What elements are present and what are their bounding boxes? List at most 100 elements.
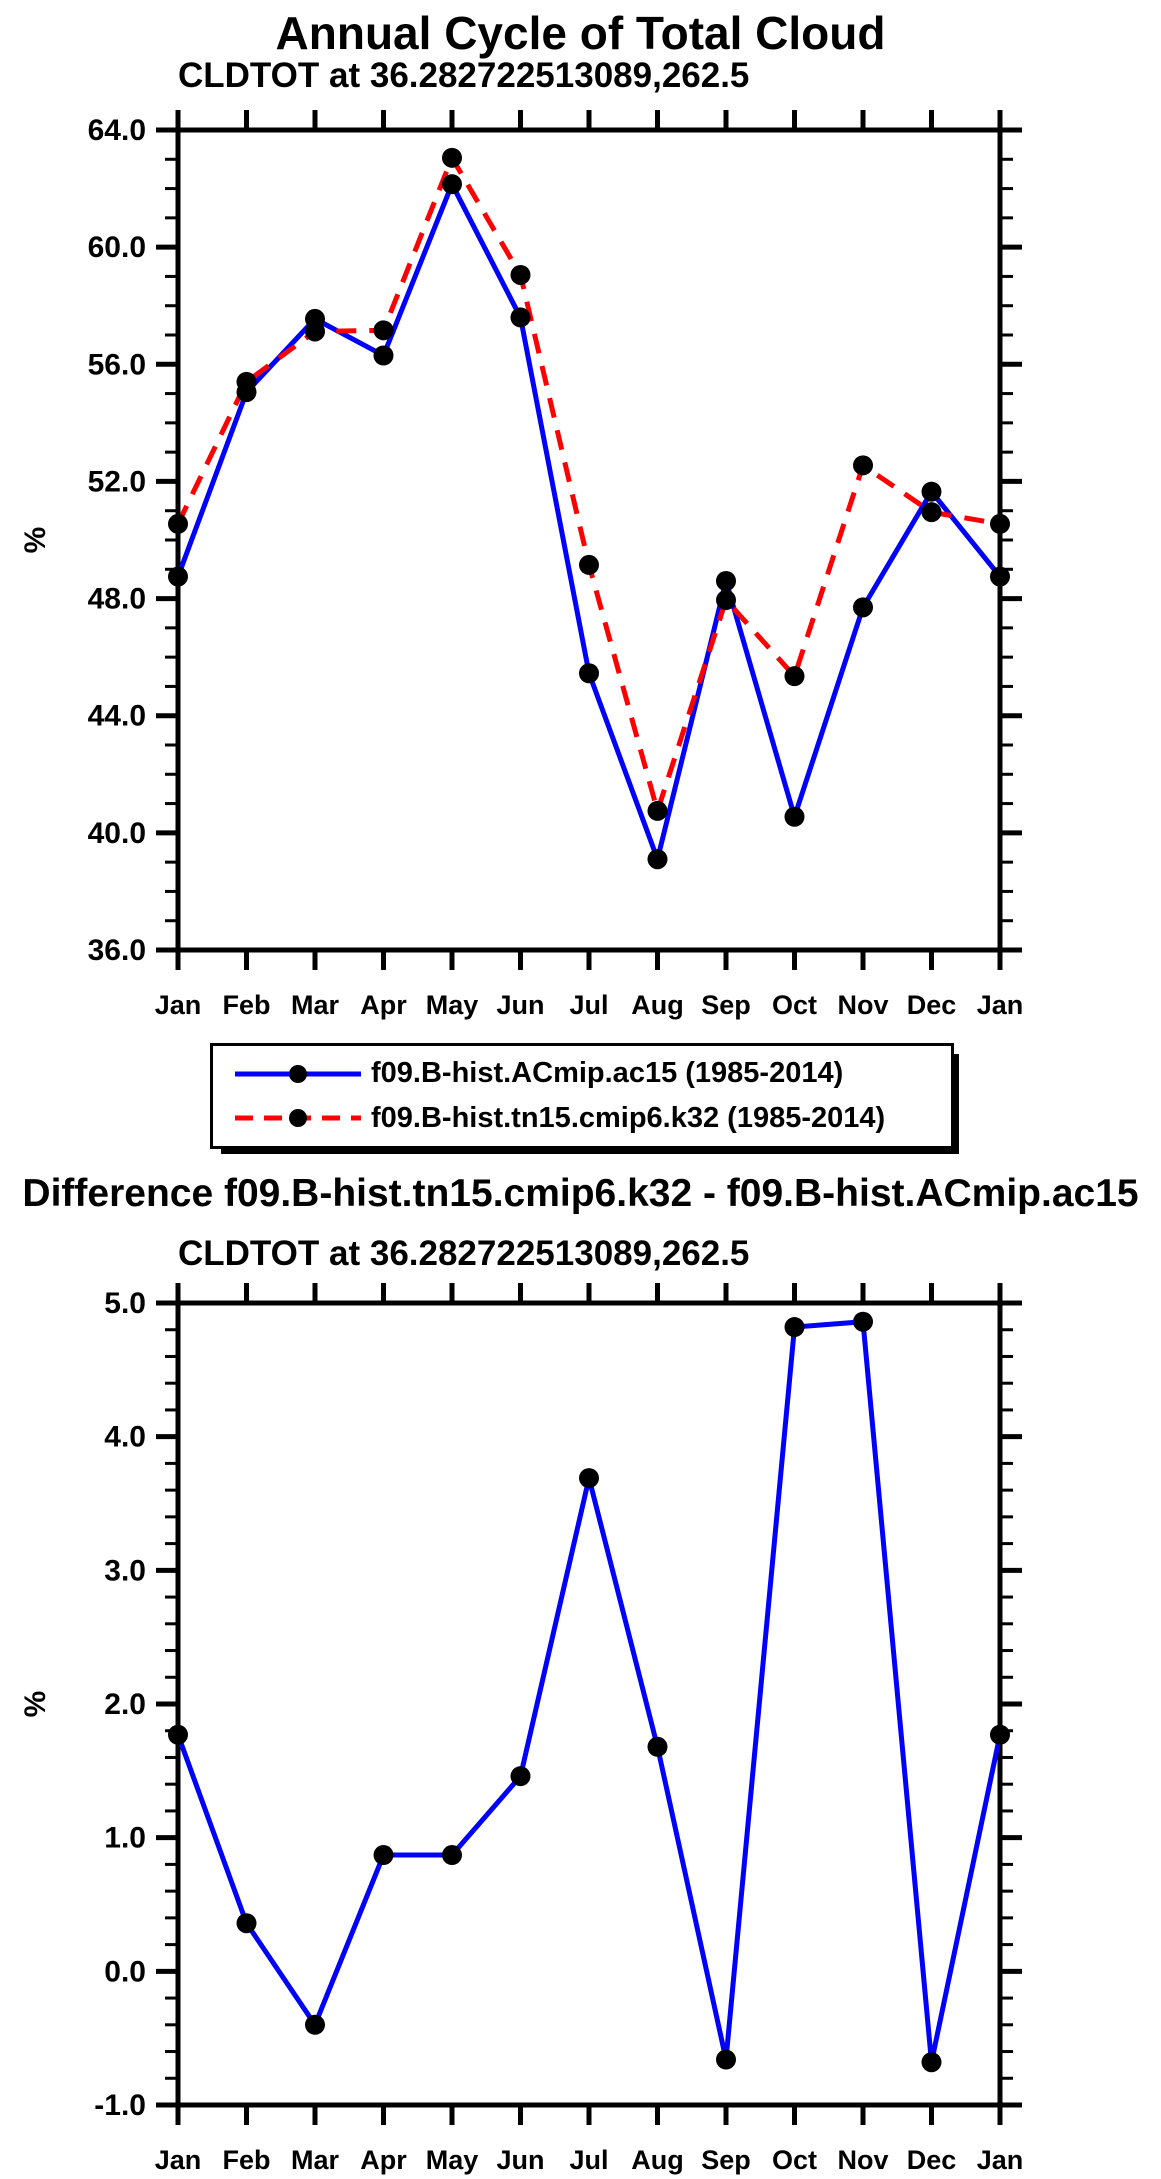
- data-point: [579, 554, 599, 575]
- series-line-f09-b-hist-tn15-cmip6-k32-1985-2014-: [175, 152, 1001, 820]
- data-point: [716, 571, 736, 591]
- month-label: Jun: [496, 2145, 544, 2175]
- month-label: Feb: [222, 2145, 270, 2175]
- data-point: [442, 147, 462, 168]
- y-tick-label: 3.0: [104, 1554, 146, 1587]
- month-label: Oct: [772, 990, 817, 1020]
- month-label: May: [426, 2145, 479, 2175]
- legend-label: f09.B-hist.tn15.cmip6.k32 (1985-2014): [371, 1101, 886, 1134]
- month-label: Dec: [907, 990, 957, 1020]
- month-label: Jan: [155, 990, 202, 1020]
- data-point: [921, 502, 942, 523]
- data-point: [168, 513, 188, 534]
- y-axis-title-percent: %: [19, 1691, 52, 1718]
- y-tick-label: 44.0: [88, 700, 146, 733]
- data-point: [442, 1845, 462, 1866]
- data-point: [853, 455, 873, 476]
- data-point: [990, 1724, 1010, 1745]
- month-label: Jan: [977, 990, 1024, 1020]
- month-label: Jul: [569, 2145, 608, 2175]
- y-tick-label: 52.0: [88, 465, 146, 498]
- data-point: [853, 597, 873, 618]
- month-label: Sep: [701, 2145, 751, 2175]
- legend-entry-cmip6: f09.B-hist.tn15.cmip6.k32 (1985-2014): [233, 1102, 951, 1135]
- chart-difference: Jan Feb Mar Apr May Jun Jul Aug Sep Oct Nov Dec Jan-…: [19, 1283, 1023, 2175]
- data-point: [990, 513, 1010, 534]
- y-tick-label: 48.0: [88, 583, 146, 616]
- month-label: Aug: [631, 990, 683, 1020]
- legend-line-sample-solid: [235, 1064, 361, 1083]
- month-label: Jun: [496, 990, 544, 1020]
- month-label: Jan: [155, 2145, 202, 2175]
- data-point: [784, 666, 805, 687]
- data-point: [373, 345, 394, 366]
- data-point: [510, 264, 531, 285]
- month-label: Sep: [701, 990, 751, 1020]
- month-label: Mar: [291, 2145, 340, 2175]
- month-label: Jul: [569, 990, 608, 1020]
- data-point: [921, 481, 942, 502]
- top-chart-subtitle: CLDTOT at 36.282722513089,262.5: [178, 56, 750, 95]
- y-tick-label: 4.0: [104, 1421, 146, 1454]
- y-axis-title-percent: %: [19, 527, 52, 554]
- chart-annual-cycle: Jan Feb Mar Apr May Jun Jul Aug Sep Oct Nov Dec Jan 3…: [19, 110, 1023, 1020]
- month-label: Apr: [360, 2145, 407, 2175]
- data-point: [442, 174, 462, 195]
- month-label: Nov: [837, 990, 888, 1020]
- y-tick-label: 64.0: [88, 114, 146, 147]
- data-point: [716, 2049, 736, 2070]
- month-label: Nov: [837, 2145, 888, 2175]
- legend-entry-acmip: f09.B-hist.ACmip.ac15 (1985-2014): [233, 1057, 951, 1090]
- month-label: May: [426, 990, 479, 1020]
- diff-chart-subtitle: CLDTOT at 36.282722513089,262.5: [178, 1234, 750, 1273]
- data-point: [990, 566, 1010, 587]
- data-point: [510, 307, 531, 328]
- legend: f09.B-hist.ACmip.ac15 (1985-2014) f09.B-…: [210, 1043, 954, 1149]
- page-title: Annual Cycle of Total Cloud: [275, 7, 886, 59]
- data-point: [579, 663, 599, 684]
- series-line-f09-b-hist-acmip-ac15-1985-2014-: [175, 178, 1002, 868]
- y-tick-label: 60.0: [88, 231, 146, 264]
- month-label: Apr: [360, 990, 407, 1020]
- month-label: Jan: [977, 2145, 1024, 2175]
- y-tick-label: 36.0: [88, 934, 146, 967]
- diff-chart-title: Difference f09.B-hist.tn15.cmip6.k32 - f…: [22, 1172, 1139, 1215]
- y-tick-label: 56.0: [88, 348, 146, 381]
- data-point: [647, 849, 668, 870]
- plot-frame: [175, 127, 1003, 953]
- y-tick-label: 2.0: [104, 1688, 146, 1721]
- data-point: [784, 1317, 805, 1338]
- data-point: [168, 1724, 188, 1745]
- y-tick-label: 1.0: [104, 1822, 146, 1855]
- data-point: [647, 800, 668, 821]
- data-point: [921, 2052, 942, 2073]
- data-point: [853, 1311, 873, 1332]
- month-label: Aug: [631, 2145, 683, 2175]
- series-line-difference: [175, 1319, 1003, 2063]
- month-label: Feb: [222, 990, 270, 1020]
- data-point: [579, 1468, 599, 1489]
- month-label: Oct: [772, 2145, 817, 2175]
- data-point: [373, 1845, 394, 1866]
- data-point: [168, 566, 188, 587]
- legend-line-sample-dashed: [235, 1109, 361, 1128]
- data-point: [305, 2014, 325, 2035]
- data-point: [305, 321, 325, 342]
- legend-label: f09.B-hist.ACmip.ac15 (1985-2014): [371, 1057, 844, 1090]
- data-point: [784, 806, 805, 827]
- y-tick-label: 40.0: [88, 817, 146, 850]
- data-point: [647, 1736, 668, 1757]
- data-point: [236, 1913, 257, 1934]
- y-tick-label: 0.0: [104, 1955, 146, 1988]
- data-point: [236, 371, 257, 392]
- y-tick-label: -1.0: [94, 2089, 146, 2122]
- month-label: Mar: [291, 990, 340, 1020]
- data-point: [373, 320, 394, 341]
- month-label: Dec: [907, 2145, 957, 2175]
- data-point: [716, 590, 736, 611]
- plot-frame: [175, 1300, 1003, 2108]
- y-tick-label: 5.0: [104, 1287, 146, 1320]
- data-point: [510, 1766, 531, 1787]
